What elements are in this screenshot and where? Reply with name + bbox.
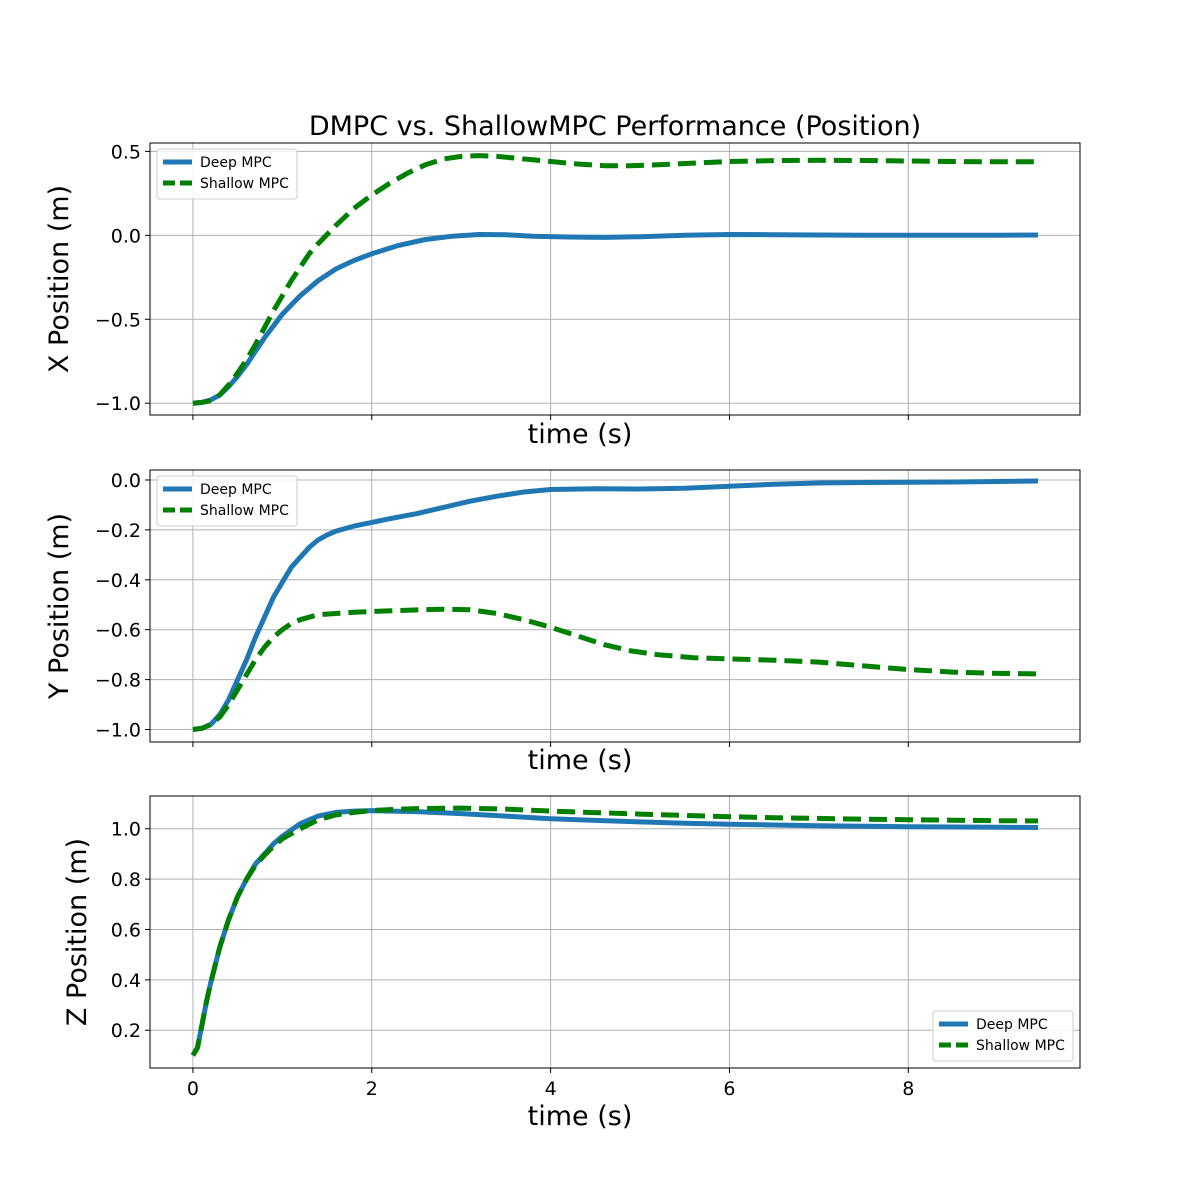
y-tick-label: −1.0	[95, 393, 141, 415]
y-tick-label: −0.2	[95, 520, 141, 542]
legend-label: Deep MPC	[200, 482, 272, 498]
series-group	[190, 805, 1039, 1057]
subplot-3: 0 2 4 6 8 0.2 0.4 0.6 0.8 1.0 time (s) Z Position (…	[62, 795, 1081, 1132]
legend-label: Shallow MPC	[200, 503, 289, 519]
y-tick-label: 0.8	[111, 869, 141, 891]
y-tick-label: 0.0	[111, 470, 141, 492]
subplot-1: −1.0 −0.5 0.0 0.5 time (s) X Position (m) Deep…	[44, 141, 1081, 450]
y-tick-label: 0.0	[111, 225, 141, 247]
y-axis-label: X Position (m)	[44, 185, 75, 373]
y-tick-label: 0.2	[111, 1020, 141, 1042]
plot-frame	[149, 795, 1081, 1069]
y-tick-label: −1.0	[95, 720, 141, 742]
y-tick-label: 0.6	[111, 919, 141, 941]
series-group	[192, 153, 1039, 406]
x-axis-label: time (s)	[528, 745, 633, 776]
x-tick-label: 0	[187, 1078, 199, 1100]
figure-title: DMPC vs. ShallowMPC Performance (Positio…	[309, 111, 921, 142]
series-line-shallow-mpc	[192, 606, 1039, 732]
series-line-shallow-mpc	[192, 153, 1038, 406]
y-tick-label: 0.5	[111, 141, 141, 163]
x-tick-label: 8	[902, 1078, 914, 1100]
x-tick-label: 6	[723, 1078, 735, 1100]
x-axis-label: time (s)	[528, 419, 633, 450]
legend: Deep MPC Shallow MPC	[156, 475, 298, 527]
y-tick-label: −0.5	[95, 309, 141, 331]
plots: −1.0 −0.5 0.0 0.5 time (s) X Position (m) Deep…	[44, 141, 1081, 1132]
x-axis-label: time (s)	[528, 1101, 633, 1132]
x-tick-label: 2	[366, 1078, 378, 1100]
series-line-shallow-mpc	[190, 805, 1039, 1057]
y-tick-label: −0.6	[95, 620, 141, 642]
series-group	[192, 478, 1039, 732]
y-tick-label: 0.4	[111, 970, 141, 992]
y-tick-label: −0.4	[95, 570, 141, 592]
legend-label: Deep MPC	[200, 155, 272, 171]
x-tick-label: 4	[545, 1078, 557, 1100]
y-axis-label: Z Position (m)	[62, 838, 93, 1026]
legend-label: Shallow MPC	[976, 1038, 1065, 1054]
y-tick-label: 1.0	[111, 819, 141, 841]
plot-frame	[149, 469, 1081, 743]
y-axis-label: Y Position (m)	[44, 513, 75, 700]
legend: Deep MPC Shallow MPC	[932, 1010, 1074, 1062]
plot-frame	[149, 142, 1081, 416]
y-tick-label: −0.8	[95, 670, 141, 692]
legend-label: Deep MPC	[976, 1017, 1048, 1033]
legend-label: Shallow MPC	[200, 176, 289, 192]
legend: Deep MPC Shallow MPC	[156, 148, 298, 200]
series-line-deep-mpc	[192, 478, 1039, 732]
subplot-2: −1.0 −0.8 −0.6 −0.4 −0.2 0.0 time (s) Y Positio…	[44, 469, 1081, 776]
